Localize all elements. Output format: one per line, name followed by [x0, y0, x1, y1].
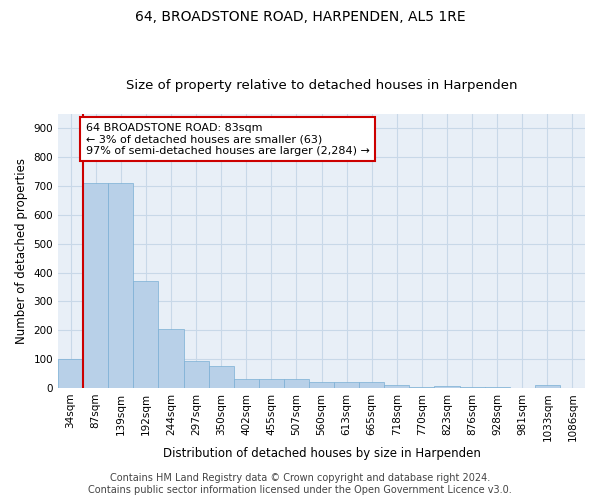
Bar: [259, 380, 284, 388]
Bar: [535, 385, 560, 388]
Text: Contains HM Land Registry data © Crown copyright and database right 2024.
Contai: Contains HM Land Registry data © Crown c…: [88, 474, 512, 495]
Bar: [409, 386, 434, 388]
Bar: [158, 329, 184, 388]
Bar: [233, 380, 259, 388]
Bar: [284, 380, 309, 388]
Bar: [309, 382, 334, 388]
Text: 64 BROADSTONE ROAD: 83sqm
← 3% of detached houses are smaller (63)
97% of semi-d: 64 BROADSTONE ROAD: 83sqm ← 3% of detach…: [86, 122, 370, 156]
Bar: [58, 359, 83, 388]
Bar: [209, 366, 233, 388]
Bar: [485, 386, 510, 388]
Bar: [184, 360, 209, 388]
X-axis label: Distribution of detached houses by size in Harpenden: Distribution of detached houses by size …: [163, 447, 481, 460]
Bar: [334, 382, 359, 388]
Bar: [434, 386, 460, 388]
Text: 64, BROADSTONE ROAD, HARPENDEN, AL5 1RE: 64, BROADSTONE ROAD, HARPENDEN, AL5 1RE: [134, 10, 466, 24]
Bar: [460, 386, 485, 388]
Bar: [359, 382, 384, 388]
Bar: [108, 183, 133, 388]
Bar: [83, 183, 108, 388]
Title: Size of property relative to detached houses in Harpenden: Size of property relative to detached ho…: [126, 79, 517, 92]
Bar: [133, 282, 158, 388]
Y-axis label: Number of detached properties: Number of detached properties: [15, 158, 28, 344]
Bar: [384, 385, 409, 388]
